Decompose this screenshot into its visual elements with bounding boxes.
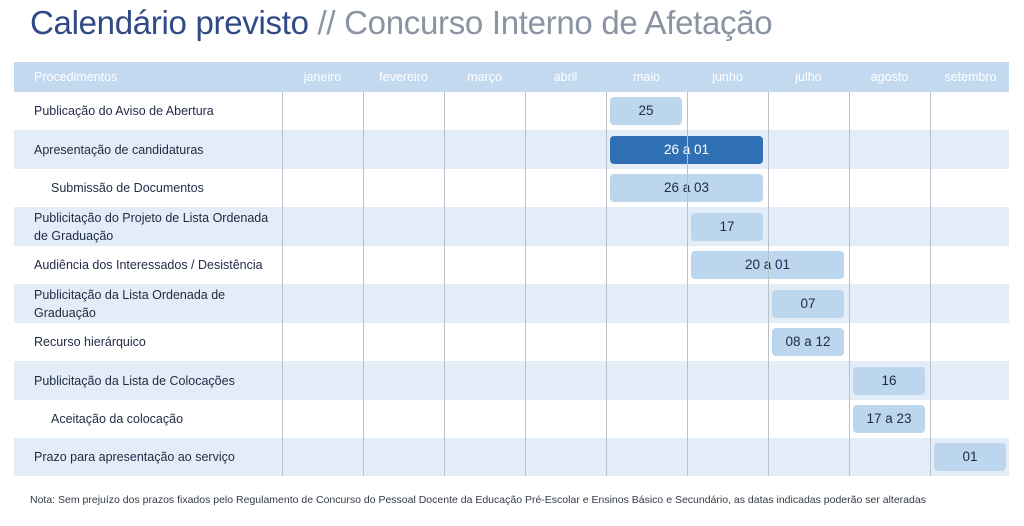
row-label: Publicação do Aviso de Abertura [34,104,214,118]
row-label: Recurso hierárquico [34,335,146,349]
header-month-0: janeiro [303,70,342,84]
table-row: Publicitação da Lista de Colocações 16 [14,361,1009,400]
footnote: Nota: Sem prejuízo dos prazos fixados pe… [30,494,926,506]
schedule-bar: 26 a 03 [610,174,763,202]
header-month-3: abril [553,70,578,84]
table-row: Publicação do Aviso de Abertura 25 [14,92,1009,130]
table-row: Publicitação da Lista Ordenada de Gradua… [14,284,1009,323]
title-separator: // [317,4,336,41]
row-label: Audiência dos Interessados / Desistência [34,258,263,272]
row-label: Publicitação do Projeto de Lista Ordenad… [34,211,269,243]
header-month-5: junho [712,70,743,84]
schedule-bar: 26 a 01 [610,136,763,164]
header-month-7: agosto [870,70,909,84]
title-main: Calendário previsto [30,4,309,41]
row-label: Prazo para apresentação ao serviço [34,450,235,464]
title-subtitle: Concurso Interno de Afetação [344,4,773,41]
column-divider [525,92,526,476]
header-month-2: março [467,70,502,84]
schedule-bar: 17 a 23 [853,405,925,433]
column-divider [282,92,283,476]
column-divider [606,92,607,476]
schedule-table: Procedimentos janeiro fevereiro março abril… [14,62,1009,476]
column-divider [687,92,688,476]
row-label: Publicitação da Lista de Colocações [34,374,235,388]
table-row: Apresentação de candidaturas 26 a 01 [14,130,1009,169]
schedule-bar: 16 [853,367,925,395]
column-divider [363,92,364,476]
page-title: Calendário previsto // Concurso Interno … [30,4,773,42]
table-row: Recurso hierárquico 08 a 12 [14,323,1009,361]
column-divider [930,92,931,476]
column-divider [768,92,769,476]
table-row: Audiência dos Interessados / Desistência… [14,246,1009,284]
header-month-6: julho [795,70,822,84]
schedule-bar: 08 a 12 [772,328,844,356]
column-divider [849,92,850,476]
schedule-bar: 20 a 01 [691,251,844,279]
row-label: Submissão de Documentos [51,181,204,195]
table-row: Prazo para apresentação ao serviço 01 [14,438,1009,476]
header-procedures: Procedimentos [34,70,118,84]
table-row: Aceitação da colocação 17 a 23 [14,400,1009,438]
schedule-bar: 07 [772,290,844,318]
table-header: Procedimentos janeiro fevereiro março abril… [14,62,1009,92]
table-row: Publicitação do Projeto de Lista Ordenad… [14,207,1009,246]
header-month-8: setembro [944,70,997,84]
schedule-bar: 01 [934,443,1006,471]
header-month-1: fevereiro [379,70,428,84]
header-month-4: maio [632,70,661,84]
schedule-bar: 17 [691,213,763,241]
schedule-bar: 25 [610,97,682,125]
row-label: Apresentação de candidaturas [34,143,204,157]
row-label: Aceitação da colocação [51,412,184,426]
table-row: Submissão de Documentos 26 a 03 [14,169,1009,207]
column-divider [444,92,445,476]
row-label: Publicitação da Lista Ordenada de Gradua… [34,288,226,320]
